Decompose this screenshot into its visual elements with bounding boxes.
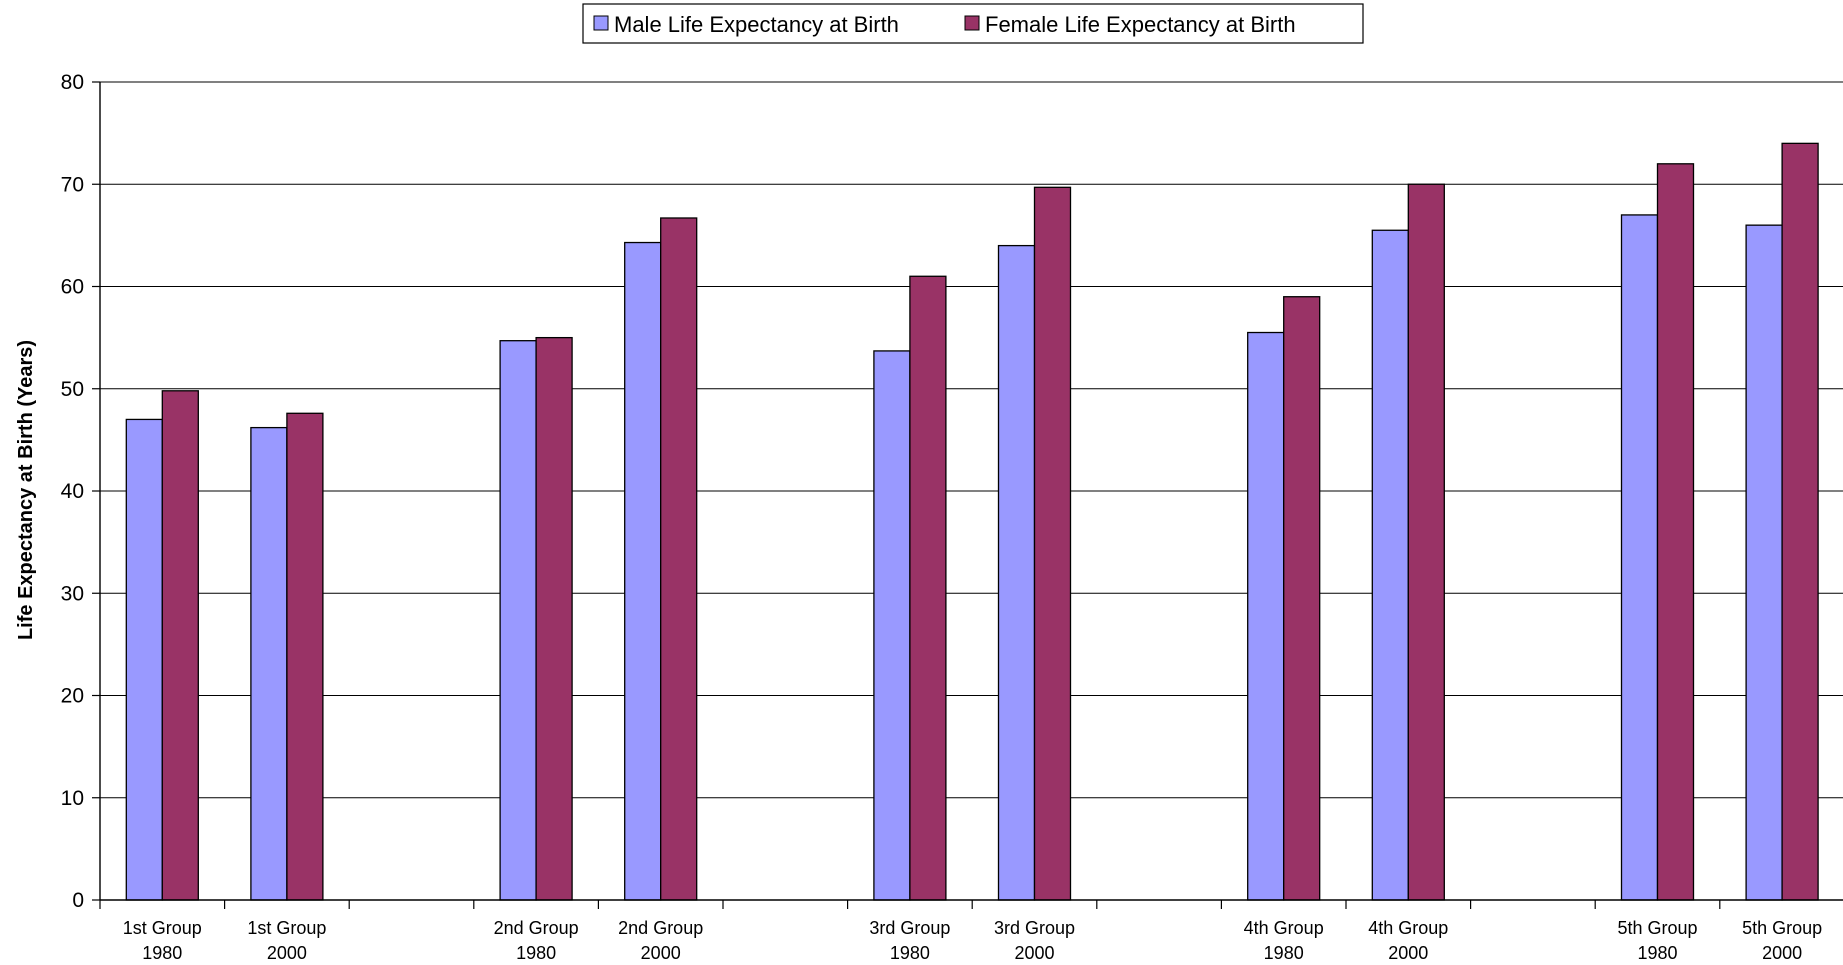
- bars: [125, 142, 1819, 901]
- y-tick-labels: 0 10 20 30 40 50 60 70 80: [61, 71, 84, 912]
- legend-swatch-female: [964, 15, 980, 31]
- bar-female-7: [1033, 186, 1072, 901]
- bar-male-4: [624, 241, 662, 901]
- y-tick-label: 0: [72, 889, 84, 912]
- x-category-label-year: 1980: [142, 943, 182, 963]
- legend: Male Life Expectancy at Birth Female Lif…: [582, 3, 1364, 44]
- x-category-label-year: 1980: [1637, 943, 1677, 963]
- bar-male-1: [250, 426, 288, 901]
- x-category-label: 1st Group: [247, 918, 326, 938]
- x-category-label-year: 1980: [516, 943, 556, 963]
- bar-female-0: [161, 390, 199, 901]
- bar-male-10: [1371, 229, 1409, 901]
- x-category-label-year: 2000: [1762, 943, 1802, 963]
- bar-male-9: [1247, 331, 1285, 901]
- x-category-label-year: 2000: [267, 943, 307, 963]
- legend-label-female: Female Life Expectancy at Birth: [985, 12, 1296, 37]
- gridlines: [100, 81, 1843, 799]
- y-axis-title: Life Expectancy at Birth (Years): [15, 340, 37, 640]
- x-category-label: 3rd Group: [994, 918, 1075, 938]
- y-tick-label: 70: [61, 173, 84, 196]
- x-category-label-year: 2000: [641, 943, 681, 963]
- bar-female-10: [1407, 183, 1445, 901]
- x-category-label: 2nd Group: [618, 918, 703, 938]
- legend-swatch-male: [593, 15, 609, 31]
- x-category-label-year: 1980: [1264, 943, 1304, 963]
- bar-male-12: [1620, 214, 1659, 901]
- legend-label-male: Male Life Expectancy at Birth: [614, 12, 899, 37]
- bar-female-4: [660, 217, 698, 901]
- x-category-label: 5th Group: [1617, 918, 1697, 938]
- x-category-labels: 1st Group 1980 1st Group 2000 2nd Group 1980 2…: [123, 918, 1822, 963]
- x-category-label-year: 2000: [1014, 943, 1054, 963]
- x-category-label: 3rd Group: [869, 918, 950, 938]
- y-tick-label: 80: [61, 71, 84, 94]
- x-category-label: 4th Group: [1368, 918, 1448, 938]
- y-tick-label: 20: [61, 685, 84, 708]
- bar-female-13: [1781, 142, 1819, 901]
- axes: [92, 81, 1843, 909]
- bar-female-6: [909, 275, 947, 901]
- y-tick-label: 10: [61, 787, 84, 810]
- x-category-label: 1st Group: [123, 918, 202, 938]
- bar-male-0: [125, 418, 163, 901]
- bar-female-9: [1283, 296, 1321, 901]
- x-category-label: 2nd Group: [494, 918, 579, 938]
- bar-male-7: [997, 244, 1036, 901]
- y-tick-label: 50: [61, 378, 84, 401]
- x-category-label-year: 2000: [1388, 943, 1428, 963]
- bar-female-12: [1656, 163, 1695, 901]
- x-category-label-year: 1980: [890, 943, 930, 963]
- bar-male-6: [873, 350, 911, 901]
- bar-male-3: [499, 340, 537, 901]
- bar-male-13: [1745, 224, 1783, 901]
- y-tick-label: 60: [61, 276, 84, 299]
- y-tick-label: 30: [61, 582, 84, 605]
- x-category-label: 4th Group: [1244, 918, 1324, 938]
- y-tick-label: 40: [61, 480, 84, 503]
- bar-female-3: [535, 336, 573, 901]
- x-category-label: 5th Group: [1742, 918, 1822, 938]
- bar-female-1: [286, 412, 324, 901]
